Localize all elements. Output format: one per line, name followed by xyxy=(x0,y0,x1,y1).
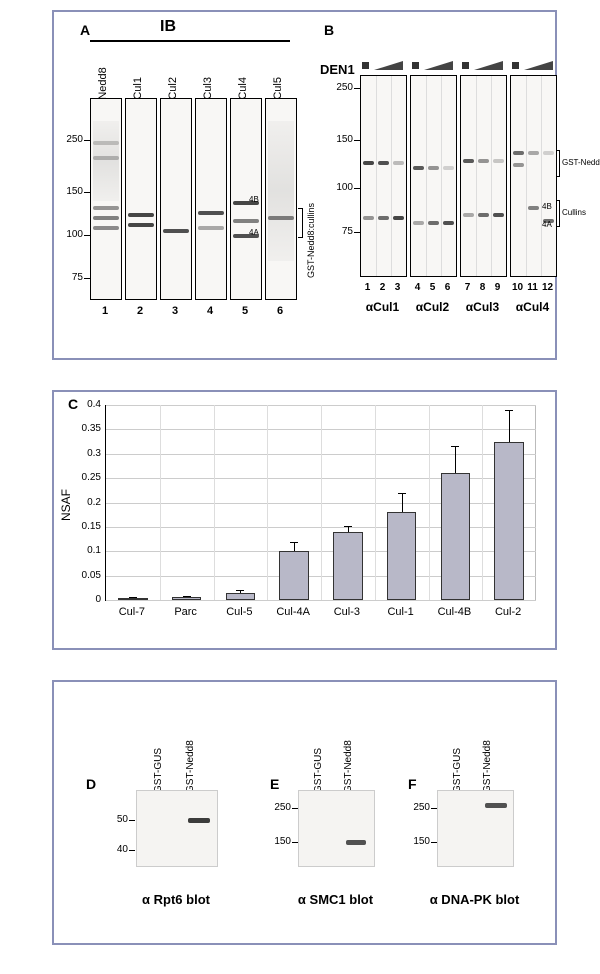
panel-d-label: D xyxy=(86,776,96,792)
panel-d-mw-40: 40 xyxy=(104,844,128,855)
panel-d-mw-50: 50 xyxy=(104,814,128,825)
panel-b-group-label-4: αCul4 xyxy=(510,300,555,314)
panel-b-group-label-1: αCul1 xyxy=(360,300,405,314)
panel-c-bar-Cul-7 xyxy=(118,598,148,600)
panel-a-gel-lane-1 xyxy=(90,98,122,300)
panel-a-lane-num-5: 5 xyxy=(230,305,260,317)
panel-f-mw-250: 250 xyxy=(406,802,430,813)
panel-b-gel-group-1 xyxy=(360,75,407,277)
panel-c-ytick-0.4: 0.4 xyxy=(67,399,101,410)
panel-e-band xyxy=(346,840,366,845)
panel-b-gel-group-3 xyxy=(460,75,507,277)
panel-a-brace-label: GST-Nedd8:cullins xyxy=(306,203,316,278)
panel-b-mw-100: 100 xyxy=(331,182,353,193)
panel-c-ytick-0.15: 0.15 xyxy=(67,521,101,532)
panel-b-mw-150: 150 xyxy=(331,134,353,145)
panel-a-label: A xyxy=(80,22,90,38)
panel-d-blot xyxy=(136,790,218,867)
panel-e-label: E xyxy=(270,776,279,792)
panel-d-band xyxy=(188,818,210,823)
panel-a-mw-150: 150 xyxy=(61,186,83,197)
panel-a-mw-100: 100 xyxy=(61,229,83,240)
panel-a-ib-header: IB xyxy=(160,18,176,36)
panel-f-band xyxy=(485,803,507,808)
panel-b-side-label-1: Cullins xyxy=(562,208,586,217)
panel-b-label: B xyxy=(324,22,334,38)
panel-f-bottom-label: α DNA-PK blot xyxy=(412,892,537,907)
panel-b-lane-num-9: 9 xyxy=(490,282,505,293)
panel-b-lane-num-1: 1 xyxy=(360,282,375,293)
panel-c-ytick-0.35: 0.35 xyxy=(67,423,101,434)
panel-a-lane-num-6: 6 xyxy=(265,305,295,317)
panel-c-bar-Cul-4B xyxy=(441,473,471,600)
panel-a-lane-num-4: 4 xyxy=(195,305,225,317)
panel-b-lane-num-6: 6 xyxy=(440,282,455,293)
panel-f-label: F xyxy=(408,776,417,792)
panel-f-lane-label-0: GST-GUS xyxy=(452,748,463,793)
panel-a-gel-lane-6 xyxy=(265,98,297,300)
panel-c-xtick-Cul-4B: Cul-4B xyxy=(428,606,482,618)
panel-d-lane-label-0: GST-GUS xyxy=(153,748,164,793)
panel-b-mw-250: 250 xyxy=(331,82,353,93)
panel-c-bar-Cul-3 xyxy=(333,532,363,600)
panel-c-ytick-0.1: 0.1 xyxy=(67,545,101,556)
panel-a-mw-75: 75 xyxy=(61,272,83,283)
panel-c-ytick-0.3: 0.3 xyxy=(67,448,101,459)
panel-b-side-label-0: GST-Nedd8-Cullins xyxy=(562,158,600,167)
panel-a-gel-lane-4 xyxy=(195,98,227,300)
panel-b-lane-num-10: 10 xyxy=(510,282,525,293)
panel-a-lane-num-1: 1 xyxy=(90,305,120,317)
panel-b-lane-num-7: 7 xyxy=(460,282,475,293)
panel-c-xtick-Parc: Parc xyxy=(159,606,213,618)
panel-c-xtick-Cul-1: Cul-1 xyxy=(374,606,428,618)
figure-root: AIB25015010075αNedd81αCul12αCul23αCul34α… xyxy=(0,0,600,974)
panel-e-bottom-label: α SMC1 blot xyxy=(273,892,398,907)
panel-a-ib-bar xyxy=(90,40,290,42)
panel-b-lane-num-5: 5 xyxy=(425,282,440,293)
panel-b-lane-num-2: 2 xyxy=(375,282,390,293)
panel-e-lane-label-0: GST-GUS xyxy=(313,748,324,793)
panel-f-lane-label-1: GST-Nedd8 xyxy=(482,740,493,793)
panel-d-lane-label-1: GST-Nedd8 xyxy=(185,740,196,793)
panel-a-lane-num-3: 3 xyxy=(160,305,190,317)
panel-b-lane-num-11: 11 xyxy=(525,282,540,293)
panel-c-ytick-0.25: 0.25 xyxy=(67,472,101,483)
panel-f-blot xyxy=(437,790,514,867)
panel-e-blot xyxy=(298,790,375,867)
panel-b-gel-group-4 xyxy=(510,75,557,277)
panel-b-lane-num-4: 4 xyxy=(410,282,425,293)
panel-f-mw-150: 150 xyxy=(406,836,430,847)
panel-a-lane-num-2: 2 xyxy=(125,305,155,317)
panel-e-lane-label-1: GST-Nedd8 xyxy=(343,740,354,793)
panel-c-xtick-Cul-3: Cul-3 xyxy=(320,606,374,618)
panel-b-lane-num-8: 8 xyxy=(475,282,490,293)
panel-c-bar-Cul-5 xyxy=(226,593,256,600)
panel-e-mw-150: 150 xyxy=(267,836,291,847)
panel-c-y-axis-label: NSAF xyxy=(59,488,73,520)
panel-b-group-label-2: αCul2 xyxy=(410,300,455,314)
panel-c-xtick-Cul-2: Cul-2 xyxy=(481,606,535,618)
panel-c-xtick-Cul-7: Cul-7 xyxy=(105,606,159,618)
panel-c-bar-Cul-1 xyxy=(387,512,417,600)
panel-a-mw-250: 250 xyxy=(61,134,83,145)
panel-b-gel-group-2 xyxy=(410,75,457,277)
panel-b-lane-num-3: 3 xyxy=(390,282,405,293)
panel-e-mw-250: 250 xyxy=(267,802,291,813)
panel-c-bar-Cul-4A xyxy=(279,551,309,600)
panel-c-xtick-Cul-4A: Cul-4A xyxy=(266,606,320,618)
panel-a-gel-lane-2 xyxy=(125,98,157,300)
panel-b-mw-75: 75 xyxy=(331,226,353,237)
panel-b-den-label: DEN1 xyxy=(320,62,355,77)
panel-c-bar-Parc xyxy=(172,597,202,600)
panel-d-bottom-label: α Rpt6 blot xyxy=(111,892,241,907)
panel-c-plot xyxy=(105,405,536,601)
panel-c-ytick-0.05: 0.05 xyxy=(67,570,101,581)
panel-c-xtick-Cul-5: Cul-5 xyxy=(213,606,267,618)
panel-c-ytick-0: 0 xyxy=(67,594,101,605)
panel-a-gel-lane-3 xyxy=(160,98,192,300)
panel-b-group-label-3: αCul3 xyxy=(460,300,505,314)
panel-c-bar-Cul-2 xyxy=(494,442,524,600)
panel-b-lane-num-12: 12 xyxy=(540,282,555,293)
